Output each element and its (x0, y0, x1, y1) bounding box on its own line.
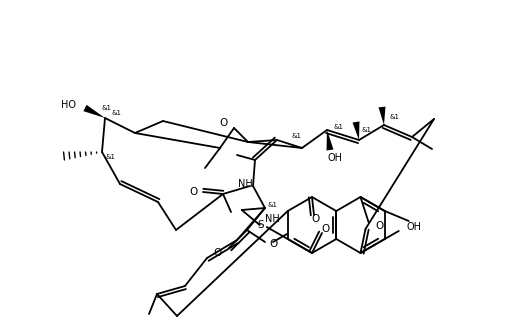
Polygon shape (83, 105, 105, 118)
Text: &1: &1 (268, 202, 278, 208)
Text: &1: &1 (112, 110, 122, 116)
Polygon shape (353, 122, 360, 140)
Polygon shape (378, 107, 386, 125)
Polygon shape (327, 130, 333, 150)
Text: &1: &1 (105, 154, 115, 160)
Text: HO: HO (60, 100, 76, 110)
Text: &1: &1 (362, 127, 372, 133)
Text: O: O (322, 224, 330, 234)
Text: NH: NH (238, 179, 252, 189)
Text: O: O (220, 118, 228, 128)
Text: &1: &1 (389, 114, 399, 120)
Text: O: O (270, 239, 278, 249)
Text: &1: &1 (101, 105, 111, 111)
Text: OH: OH (328, 153, 342, 163)
Text: OH: OH (407, 222, 422, 232)
Text: O: O (213, 248, 221, 258)
Text: S: S (258, 220, 264, 230)
Text: O: O (311, 214, 319, 224)
Text: &1: &1 (292, 133, 302, 139)
Text: O: O (189, 187, 197, 197)
Text: &1: &1 (334, 124, 344, 130)
Text: NH: NH (265, 214, 280, 224)
Text: O: O (375, 221, 384, 231)
